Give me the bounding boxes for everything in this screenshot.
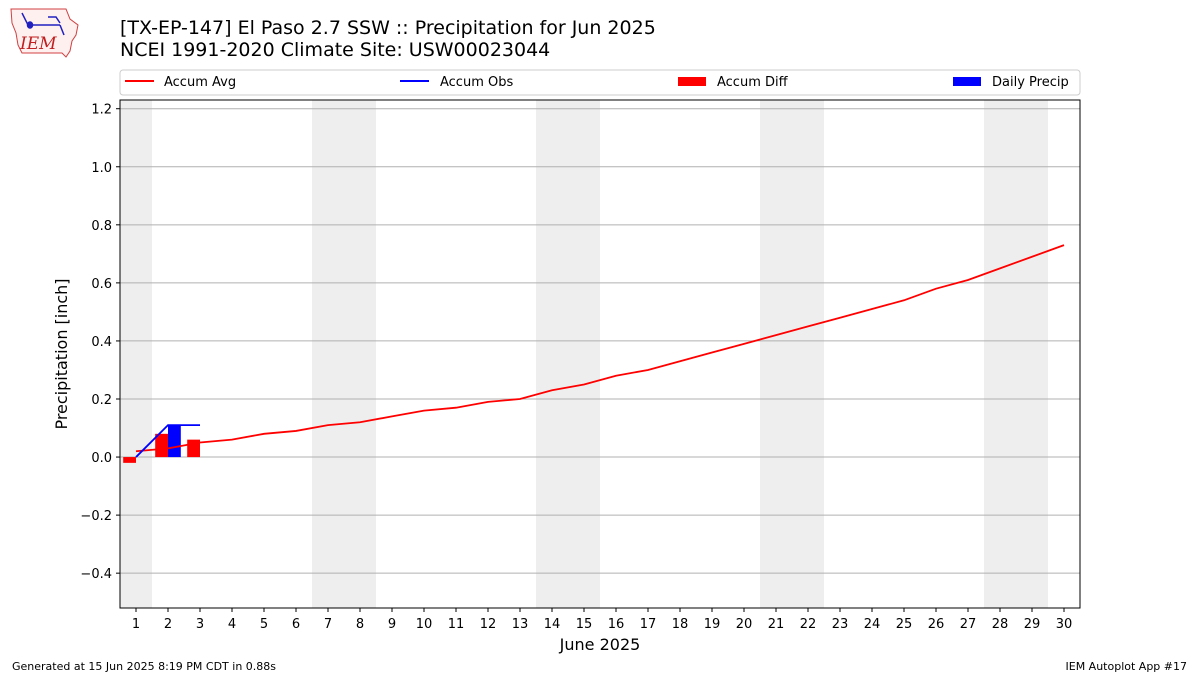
accum-avg-line — [135, 244, 1065, 453]
x-tick-label: 19 — [704, 617, 721, 632]
weather-icon — [21, 12, 65, 36]
y-tick-label: 0.6 — [91, 277, 112, 292]
x-tick-label: 5 — [260, 617, 268, 632]
x-tick-label: 18 — [672, 617, 689, 632]
y-tick-label: 0.2 — [91, 393, 112, 408]
legend: Accum Avg Accum Obs Accum Diff Daily Precip — [119, 69, 1081, 96]
x-tick-label: 27 — [960, 617, 977, 632]
y-tick-label: 1.0 — [91, 161, 112, 176]
lines — [135, 244, 1065, 458]
footer-generated-text: Generated at 15 Jun 2025 8:19 PM CDT in … — [12, 660, 277, 673]
legend-label: Accum Obs — [440, 75, 513, 90]
x-tick-label: 25 — [896, 617, 913, 632]
legend-label: Daily Precip — [992, 75, 1069, 90]
x-tick-label: 26 — [928, 617, 945, 632]
x-tick-label: 24 — [864, 617, 881, 632]
iem-logo: IEM — [10, 8, 79, 58]
iowa-outline-icon — [10, 8, 79, 58]
footer-app-text: IEM Autoplot App #17 — [1065, 660, 1188, 673]
legend-label: Accum Diff — [717, 75, 789, 90]
accum-diff-bar — [155, 433, 168, 458]
legend-box — [119, 69, 1081, 96]
legend-label: Accum Avg — [164, 75, 236, 90]
accum-diff-bar — [123, 457, 136, 463]
y-axis-label: Precipitation [inch] — [52, 278, 71, 429]
x-tick-label: 7 — [324, 617, 332, 632]
chart-subtitle: NCEI 1991-2020 Climate Site: USW00023044 — [120, 39, 551, 61]
logo-text: IEM — [19, 34, 57, 54]
x-tick-label: 16 — [608, 617, 625, 632]
x-tick-label: 15 — [576, 617, 593, 632]
weekend-shade — [536, 100, 600, 608]
legend-bar-swatch — [953, 77, 981, 86]
weekend-shade — [760, 100, 824, 608]
y-tick-label: −0.4 — [80, 567, 112, 582]
x-tick-label: 1 — [132, 617, 140, 632]
x-tick-label: 9 — [388, 617, 396, 632]
accum-obs-line — [135, 424, 200, 458]
x-tick-label: 13 — [512, 617, 529, 632]
weekend-shade — [984, 100, 1048, 608]
y-tick-label: 0.4 — [91, 335, 112, 350]
x-axis-label: June 2025 — [559, 635, 641, 654]
x-tick-label: 3 — [196, 617, 204, 632]
y-tick-label: −0.2 — [80, 509, 112, 524]
x-tick-label: 29 — [1024, 617, 1041, 632]
x-tick-label: 6 — [292, 617, 300, 632]
gridlines — [120, 108, 1080, 574]
weekend-shade — [120, 100, 152, 608]
x-tick-label: 17 — [640, 617, 657, 632]
plot-frame — [119, 99, 1081, 609]
y-tick-label: 1.2 — [91, 103, 112, 118]
x-tick-label: 8 — [356, 617, 364, 632]
x-tick-label: 10 — [416, 617, 433, 632]
weekend-shading — [120, 100, 1048, 608]
daily-precip-bar — [168, 425, 181, 458]
x-tick-label: 23 — [832, 617, 849, 632]
x-tick-label: 30 — [1056, 617, 1073, 632]
chart-title: [TX-EP-147] El Paso 2.7 SSW :: Precipita… — [120, 17, 656, 39]
x-tick-label: 22 — [800, 617, 817, 632]
x-tick-label: 20 — [736, 617, 753, 632]
weekend-shade — [312, 100, 376, 608]
x-tick-label: 21 — [768, 617, 785, 632]
y-tick-label: 0.8 — [91, 219, 112, 234]
y-tick-label: 0.0 — [91, 451, 112, 466]
x-tick-label: 4 — [228, 617, 236, 632]
axis-ticks: −0.4−0.20.00.20.40.60.81.01.21 2 3 4 5 6 7 8 9 10… — [80, 103, 1072, 632]
x-tick-label: 11 — [448, 617, 465, 632]
legend-bar-swatch — [678, 77, 706, 86]
x-tick-label: 28 — [992, 617, 1009, 632]
x-tick-label: 14 — [544, 617, 561, 632]
x-tick-label: 2 — [164, 617, 172, 632]
x-tick-label: 12 — [480, 617, 497, 632]
